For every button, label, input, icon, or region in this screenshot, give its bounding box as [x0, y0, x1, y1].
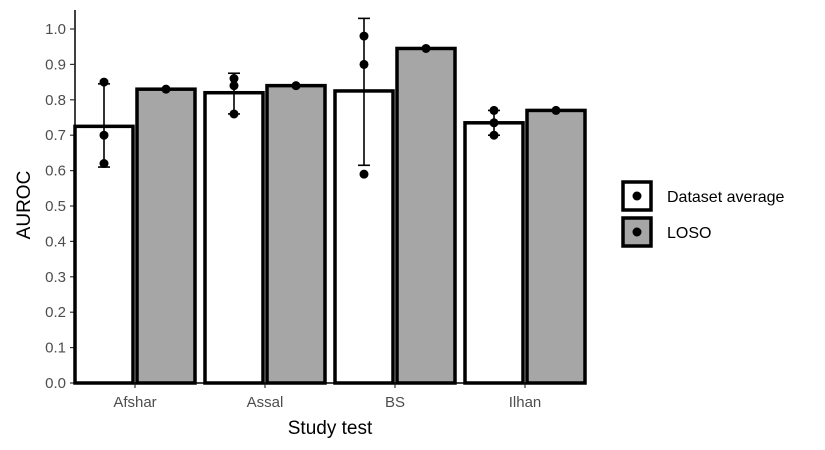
x-axis: Afshar Assal BS Ilhan	[75, 382, 585, 411]
bar-loso	[525, 108, 587, 385]
y-tick-label: 0.0	[45, 375, 66, 392]
legend-dot-dataset-average	[632, 191, 642, 201]
x-axis-title: Study test	[288, 418, 373, 439]
data-point	[99, 130, 109, 140]
data-points	[99, 31, 561, 179]
legend: Dataset average LOSO	[621, 180, 785, 248]
data-point	[359, 31, 369, 41]
y-tick-label: 0.4	[45, 233, 66, 250]
y-tick-label: 0.8	[45, 92, 66, 109]
legend-label-loso: LOSO	[667, 225, 711, 242]
y-tick-label: 0.2	[45, 304, 66, 321]
y-axis-title: AUROC	[14, 171, 35, 240]
bar-loso	[395, 46, 457, 385]
data-point	[291, 81, 301, 91]
bar-loso	[265, 83, 327, 385]
y-tick-label: 0.1	[45, 340, 66, 357]
legend-swatch-dataset-average	[621, 180, 653, 212]
data-point	[489, 105, 499, 115]
data-point	[99, 159, 109, 169]
data-point	[229, 81, 239, 91]
data-point	[229, 74, 239, 84]
data-point	[359, 59, 369, 69]
legend-item-loso: LOSO	[621, 216, 711, 248]
y-tick-label: 0.7	[45, 127, 66, 144]
data-point	[161, 84, 171, 94]
legend-dot-loso	[632, 227, 642, 237]
bar-dataset-average	[203, 90, 265, 385]
legend-item-dataset-average: Dataset average	[621, 180, 785, 212]
bar-loso	[135, 87, 197, 385]
y-axis: 0.0 0.1 0.2 0.3 0.4 0.5 0.6 0.7 0.8 0.9 1.0	[45, 10, 76, 392]
x-tick-label: Assal	[247, 394, 284, 411]
data-point	[359, 169, 369, 179]
legend-label-dataset-average: Dataset average	[667, 189, 785, 206]
bars	[73, 46, 587, 385]
x-tick-label: Afshar	[113, 394, 156, 411]
data-point	[421, 43, 431, 53]
x-tick-label: Ilhan	[509, 394, 542, 411]
data-point	[99, 77, 109, 87]
y-tick-label: 0.5	[45, 198, 66, 215]
bar-dataset-average	[333, 89, 395, 385]
y-tick-label: 0.6	[45, 163, 66, 180]
y-tick-label: 0.3	[45, 269, 66, 286]
y-tick-label: 1.0	[45, 21, 66, 38]
data-point	[489, 130, 499, 140]
data-point	[551, 105, 561, 115]
data-point	[229, 109, 239, 119]
bar-dataset-average	[463, 121, 525, 385]
y-tick-label: 0.9	[45, 56, 66, 73]
x-tick-label: BS	[385, 394, 405, 411]
data-point	[489, 118, 499, 128]
bar-dataset-average	[73, 124, 135, 385]
